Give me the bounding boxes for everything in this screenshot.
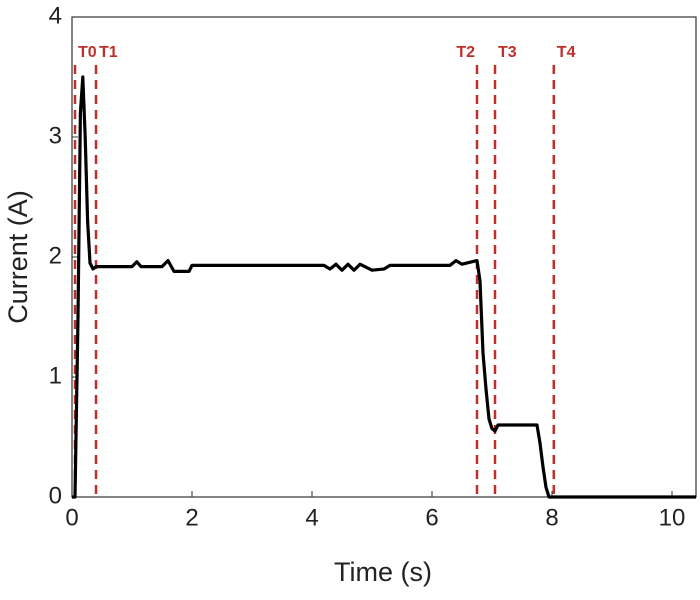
y-tick-label: 2 <box>49 242 62 269</box>
y-axis-label: Current (A) <box>3 190 33 324</box>
marker-label: T2 <box>456 44 475 61</box>
x-tick-label: 2 <box>185 504 198 531</box>
x-tick-label: 6 <box>425 504 438 531</box>
series-line <box>72 75 696 499</box>
y-tick-label: 4 <box>49 2 62 29</box>
x-tick-label: 10 <box>659 504 686 531</box>
y-tick-label: 0 <box>49 482 62 509</box>
x-tick-label: 8 <box>545 504 558 531</box>
marker-label: T1 <box>99 44 118 61</box>
x-tick-label: 4 <box>305 504 318 531</box>
y-tick-label: 3 <box>49 122 62 149</box>
y-tick-label: 1 <box>49 362 62 389</box>
x-axis-label: Time (s) <box>334 557 432 587</box>
marker-label: T4 <box>557 44 576 61</box>
x-tick-label: 0 <box>65 504 78 531</box>
marker-label: T0 <box>78 44 97 61</box>
plot-frame <box>71 16 697 498</box>
marker-label: T3 <box>498 44 517 61</box>
